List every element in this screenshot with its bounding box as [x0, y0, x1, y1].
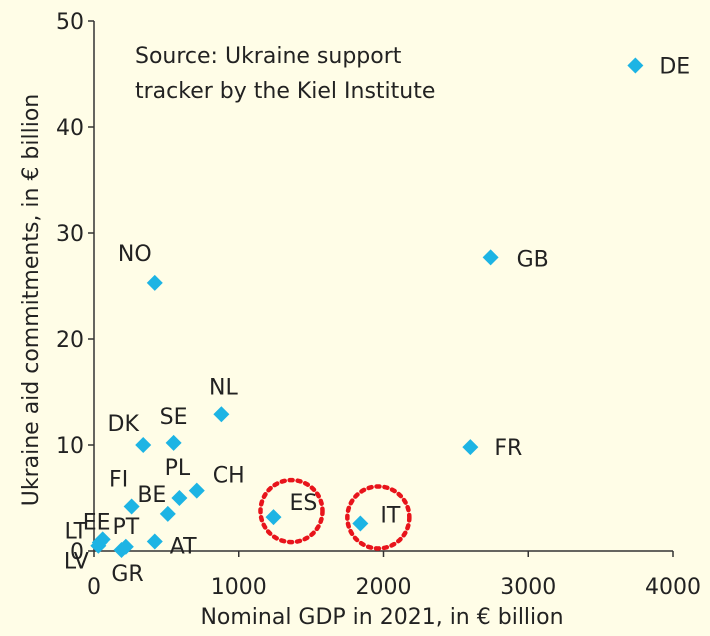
point-label-at: AT [170, 534, 197, 559]
y-ticks: 0 10 20 30 40 50 [56, 10, 94, 565]
data-points [90, 57, 644, 558]
source-annotation-line-2: tracker by the Kiel Institute [135, 79, 435, 104]
y-tick-label: 20 [56, 328, 84, 353]
point-se [165, 434, 182, 451]
point-label-gr: GR [111, 562, 143, 587]
highlight-circle-it [345, 484, 412, 551]
point-label-no: NO [118, 242, 152, 267]
x-tick-label: 1000 [211, 575, 267, 600]
point-fi [123, 498, 140, 515]
point-at [146, 533, 163, 550]
point-gb [482, 249, 499, 266]
point-it [352, 515, 369, 532]
point-be [159, 505, 176, 522]
point-ch [188, 482, 205, 499]
point-label-fi: FI [109, 467, 128, 492]
point-label-gb: GB [517, 247, 549, 272]
point-dk [135, 437, 152, 453]
point-label-ch: CH [213, 464, 245, 489]
point-lv [90, 537, 107, 554]
point-label-lt: LT [64, 520, 87, 545]
point-de [627, 57, 644, 74]
highlight-circles [258, 477, 412, 551]
point-label-pl: PL [165, 456, 191, 481]
x-tick-label: 4000 [645, 575, 701, 600]
point-label-es: ES [289, 491, 317, 516]
highlight-circle-es [258, 477, 325, 545]
point-label-fr: FR [494, 436, 522, 461]
y-tick-label: 0 [70, 540, 84, 565]
x-axis-title: Nominal GDP in 2021, in € billion [200, 605, 563, 630]
point-pl [171, 490, 188, 506]
point-gr [113, 541, 130, 558]
point-label-se: SE [160, 405, 188, 430]
x-tick-label: 3000 [500, 575, 556, 600]
y-tick-label: 10 [56, 434, 84, 459]
point-label-pt: PT [112, 515, 139, 540]
point-label-ee: EE [83, 510, 111, 535]
y-tick-label: 50 [56, 10, 84, 35]
y-axis-title: Ukraine aid commitments, in € billion [19, 94, 44, 507]
point-fr [462, 439, 479, 456]
y-tick-label: 30 [56, 222, 84, 247]
point-label-lv: LV [64, 550, 89, 575]
x-tick-label: 0 [87, 575, 101, 600]
point-label-be: BE [137, 483, 166, 508]
source-annotation-line-1: Source: Ukraine support [135, 44, 402, 69]
x-ticks: 0 1000 2000 3000 4000 [87, 551, 701, 600]
point-no [146, 274, 163, 291]
point-label-it: IT [380, 503, 400, 528]
y-tick-label: 40 [56, 116, 84, 141]
point-nl [213, 406, 230, 423]
point-label-nl: NL [209, 375, 238, 400]
point-label-dk: DK [108, 412, 140, 437]
point-es [265, 509, 282, 526]
point-label-de: DE [659, 55, 690, 80]
x-tick-label: 2000 [356, 575, 412, 600]
